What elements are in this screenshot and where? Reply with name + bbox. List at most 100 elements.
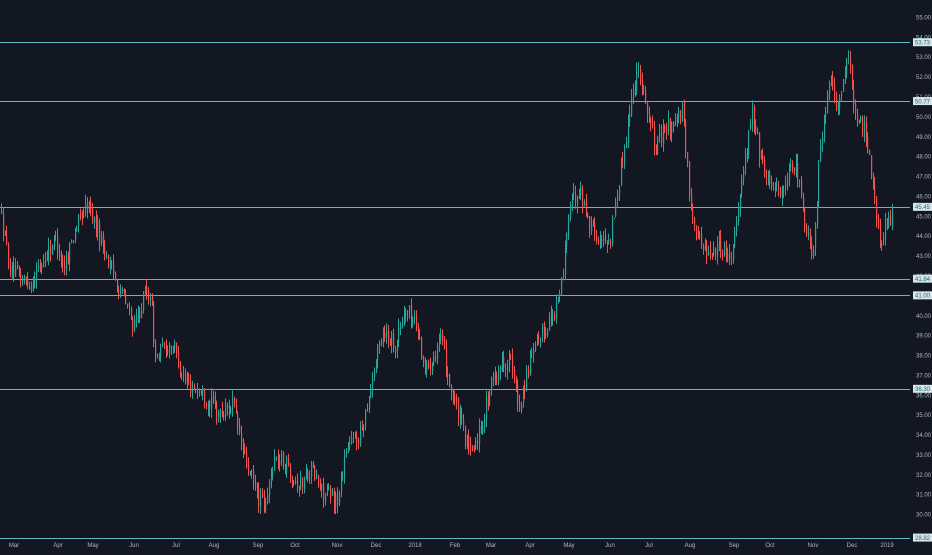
candle-body-117 xyxy=(206,404,208,406)
candle-body-431 xyxy=(755,125,757,132)
candle-body-111 xyxy=(195,389,197,392)
candle-body-487 xyxy=(853,88,855,106)
candle-body-29 xyxy=(52,245,54,254)
candle-body-445 xyxy=(780,187,782,197)
candle-body-310 xyxy=(544,323,546,335)
candle-body-115 xyxy=(202,389,204,393)
candle-body-106 xyxy=(187,380,189,382)
candle-body-325 xyxy=(570,205,572,218)
x-tick-label-1: Apr xyxy=(53,543,62,549)
candle-body-244 xyxy=(428,362,430,368)
candle-body-256 xyxy=(449,373,451,386)
candle-body-13 xyxy=(24,275,26,280)
candle-body-508 xyxy=(890,217,892,226)
candle-body-3 xyxy=(6,234,8,244)
y-tick-label-2: 32.00 xyxy=(916,473,932,479)
candle-body-353 xyxy=(619,186,621,193)
candle-body-396 xyxy=(694,218,696,226)
candle-body-339 xyxy=(594,223,596,234)
candle-body-237 xyxy=(416,317,418,328)
candle-body-53 xyxy=(94,216,96,224)
candle-body-418 xyxy=(733,247,735,260)
candle-body-402 xyxy=(705,245,707,248)
x-tick-label-16: Jul xyxy=(645,543,653,549)
candle-body-474 xyxy=(831,77,833,84)
candle-body-65 xyxy=(115,273,117,281)
time-axis[interactable]: Mar Apr May Jun Jul Aug Sep Oct Nov Dec 2018 Feb Mar… xyxy=(9,543,895,549)
candle-body-120 xyxy=(211,395,213,410)
candle-body-305 xyxy=(535,345,537,350)
candle-body-285 xyxy=(500,365,502,372)
candle-body-366 xyxy=(642,81,644,90)
candle-body-190 xyxy=(334,491,336,507)
candle-body-481 xyxy=(843,79,845,92)
candle-body-236 xyxy=(414,317,416,319)
candle-body-351 xyxy=(615,201,617,217)
candle-body-226 xyxy=(397,340,399,350)
candle-body-460 xyxy=(806,226,808,235)
candle-body-230 xyxy=(404,312,406,324)
candle-body-31 xyxy=(55,233,57,235)
candle-body-319 xyxy=(559,293,561,298)
candle-body-327 xyxy=(573,191,575,194)
candle-body-378 xyxy=(663,126,665,145)
candle-body-300 xyxy=(526,368,528,389)
candle-body-246 xyxy=(432,364,434,371)
candle-body-122 xyxy=(215,400,217,405)
candle-body-223 xyxy=(391,332,393,345)
candle-body-195 xyxy=(342,476,344,478)
candle-body-238 xyxy=(418,326,420,338)
candle-body-390 xyxy=(684,102,686,123)
candle-body-479 xyxy=(839,97,841,108)
candle-body-266 xyxy=(467,435,469,444)
x-tick-label-17: Aug xyxy=(685,543,696,549)
candle-body-331 xyxy=(580,188,582,195)
candle-body-197 xyxy=(346,450,348,454)
candle-body-442 xyxy=(775,186,777,189)
candle-body-24 xyxy=(43,260,45,268)
candle-body-69 xyxy=(122,289,124,292)
candle-body-220 xyxy=(386,330,388,337)
candle-body-424 xyxy=(743,169,745,180)
candle-body-311 xyxy=(545,333,547,336)
candle-body-380 xyxy=(666,126,668,133)
candle-body-248 xyxy=(435,356,437,359)
candle-body-21 xyxy=(38,265,40,270)
y-tick-label-1: 31.00 xyxy=(916,493,932,499)
candle-body-4 xyxy=(8,244,10,268)
candle-body-212 xyxy=(372,379,374,391)
candle-body-204 xyxy=(358,439,360,445)
candle-body-32 xyxy=(57,236,59,254)
candle-body-198 xyxy=(348,443,350,449)
candle-body-61 xyxy=(108,255,110,267)
candle-body-253 xyxy=(444,339,446,349)
candle-body-476 xyxy=(834,83,836,95)
y-tick-label-6: 36.00 xyxy=(916,393,932,399)
candle-body-182 xyxy=(320,484,322,489)
candle-body-473 xyxy=(829,82,831,94)
candle-body-227 xyxy=(398,327,400,342)
candle-body-11 xyxy=(20,272,22,282)
candle-body-376 xyxy=(659,132,661,136)
candle-body-480 xyxy=(841,93,843,97)
candle-body-171 xyxy=(300,479,302,489)
candle-body-466 xyxy=(817,201,819,225)
candle-body-215 xyxy=(377,343,379,362)
candle-body-335 xyxy=(587,213,589,218)
candle-body-255 xyxy=(447,374,449,377)
candle-body-63 xyxy=(111,262,113,263)
horizontal-levels xyxy=(0,42,910,539)
candle-body-46 xyxy=(82,215,84,220)
level-tag-label-0: 53.73 xyxy=(915,40,931,46)
candle-body-44 xyxy=(78,214,80,226)
candle-body-364 xyxy=(638,69,640,70)
plot-area[interactable] xyxy=(0,0,910,538)
candle-body-50 xyxy=(89,203,91,211)
candle-body-141 xyxy=(248,465,250,474)
candle-body-499 xyxy=(874,184,876,198)
candle-body-87 xyxy=(153,302,155,344)
candle-body-137 xyxy=(241,433,243,443)
level-tag-box-3 xyxy=(913,274,932,283)
